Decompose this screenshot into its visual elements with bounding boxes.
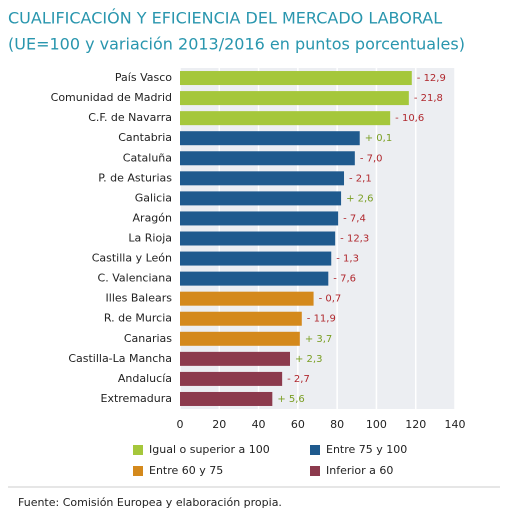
y-tick-label: Cataluña (123, 151, 172, 164)
change-label: - 12,9 (417, 73, 446, 84)
x-tick-label: 0 (177, 418, 184, 431)
change-label: - 2,7 (287, 374, 310, 385)
y-tick-label: Canarias (124, 332, 172, 345)
source: Fuente: Comisión Europea y elaboración p… (18, 496, 282, 509)
x-tick-label: 60 (291, 418, 305, 431)
bar (180, 311, 302, 326)
change-label: - 10,6 (395, 113, 424, 124)
change-label: - 1,3 (336, 254, 359, 265)
bar (180, 351, 290, 366)
bar (180, 231, 336, 246)
bar (180, 131, 360, 146)
change-label: + 2,6 (346, 193, 373, 204)
bar (180, 291, 314, 306)
x-tick-label: 140 (445, 418, 466, 431)
y-tick-label: Extremadura (101, 392, 173, 405)
chart-subtitle: (UE=100 y variación 2013/2016 en puntos … (8, 35, 465, 54)
legend-label: Entre 60 y 75 (149, 464, 223, 477)
bar (180, 151, 355, 166)
change-label: - 12,3 (340, 234, 369, 245)
change-label: - 0,7 (319, 294, 342, 305)
x-tick-label: 80 (330, 418, 344, 431)
y-tick-label: C.F. de Navarra (88, 111, 172, 124)
y-tick-label: Cantabria (118, 131, 172, 144)
y-tick-label: Illes Balears (106, 292, 173, 305)
x-tick-label: 120 (405, 418, 426, 431)
legend-swatch (133, 466, 143, 476)
legend-label: Entre 75 y 100 (326, 443, 407, 456)
chart-title: CUALIFICACIÓN Y EFICIENCIA DEL MERCADO L… (8, 9, 442, 28)
legend-swatch (310, 445, 320, 455)
legend-label: Igual o superior a 100 (149, 443, 270, 456)
y-tick-label: País Vasco (115, 71, 172, 84)
y-tick-label: Andalucía (118, 372, 172, 385)
bar (180, 251, 332, 266)
bar (180, 71, 412, 86)
bar (180, 191, 342, 206)
change-label: + 2,3 (295, 354, 322, 365)
change-label: - 11,9 (307, 314, 336, 325)
y-tick-label: P. de Asturias (98, 171, 172, 184)
bar (180, 391, 273, 406)
bar (180, 271, 329, 286)
y-tick-label: La Rioja (128, 232, 172, 245)
y-tick-label: C. Valenciana (98, 272, 172, 285)
change-label: - 7,4 (343, 213, 366, 224)
change-label: + 0,1 (365, 133, 392, 144)
y-tick-label: R. de Murcia (104, 312, 172, 325)
bar (180, 211, 339, 226)
y-tick-label: Galicia (135, 191, 172, 204)
bar (180, 91, 409, 106)
y-tick-label: Aragón (133, 211, 173, 224)
change-label: + 5,6 (277, 394, 304, 405)
change-label: - 7,6 (333, 274, 356, 285)
legend-swatch (133, 445, 143, 455)
change-label: - 7,0 (360, 153, 383, 164)
bar (180, 371, 283, 386)
change-label: - 2,1 (349, 173, 372, 184)
bar (180, 171, 345, 186)
y-tick-label: Comunidad de Madrid (51, 91, 172, 104)
bar (180, 111, 391, 126)
change-label: + 3,7 (305, 334, 332, 345)
legend-swatch (310, 466, 320, 476)
x-tick-label: 20 (212, 418, 226, 431)
bar (180, 331, 300, 346)
y-tick-label: Castilla y León (92, 252, 172, 265)
x-tick-label: 100 (366, 418, 387, 431)
x-tick-label: 40 (252, 418, 266, 431)
change-label: - 21,8 (414, 93, 443, 104)
legend-label: Inferior a 60 (326, 464, 393, 477)
y-tick-label: Castilla-La Mancha (68, 352, 172, 365)
